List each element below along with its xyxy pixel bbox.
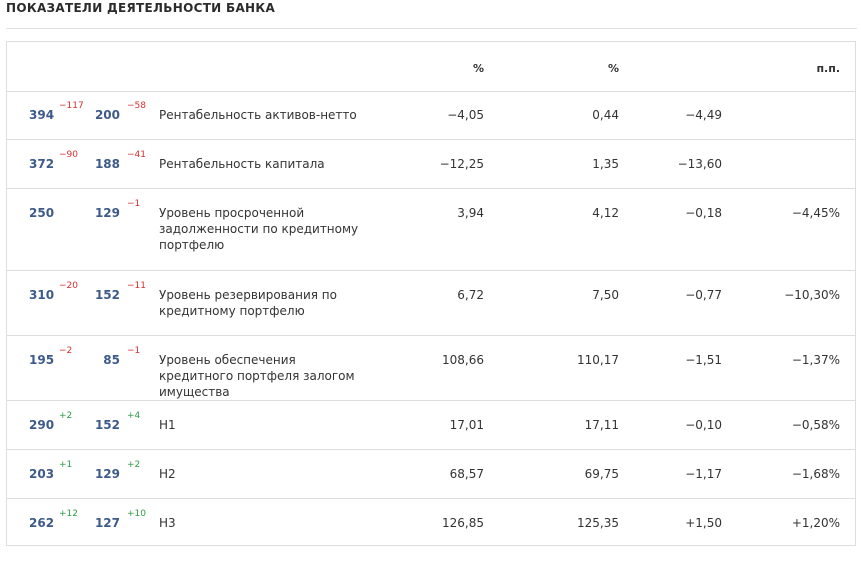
table-row: 250 129 −1 Уровень просроченной задолженнос… — [7, 189, 855, 271]
rank-group-change: −1 — [127, 346, 141, 356]
value-change: −0,10 — [685, 418, 722, 432]
indicators-table: % % п.п. 394 −117 200 −58 Рентабельность акт… — [6, 41, 856, 546]
value-change-percent: +1,20% — [791, 516, 840, 530]
value-current: 126,85 — [442, 516, 484, 530]
rank-group-change: −11 — [127, 281, 146, 291]
value-change: −1,17 — [685, 467, 722, 481]
rank-overall-change: +12 — [59, 509, 78, 519]
value-current: −4,05 — [447, 108, 484, 122]
rank-overall: 372 — [29, 157, 55, 171]
rank-overall-change: −20 — [59, 281, 78, 291]
rank-group-change: −41 — [127, 150, 146, 160]
table-header: % % п.п. — [7, 42, 855, 92]
indicator-name: Н2 — [159, 467, 176, 481]
indicator-name: Рентабельность активов-нетто — [159, 108, 357, 122]
value-current: 108,66 — [442, 353, 484, 367]
value-current: −12,25 — [439, 157, 484, 171]
rank-overall: 250 — [29, 206, 55, 220]
value-change: −0,77 — [685, 288, 722, 302]
title-divider — [6, 28, 857, 29]
rank-overall-change: +2 — [59, 411, 73, 421]
value-change-percent: −1,68% — [791, 467, 840, 481]
rank-group: 152 — [94, 418, 120, 432]
rank-overall-change: +1 — [59, 460, 73, 470]
indicator-name: Уровень обеспечения кредитного портфеля … — [159, 353, 355, 399]
value-previous: 1,35 — [592, 157, 619, 171]
value-previous: 17,11 — [584, 418, 619, 432]
value-change: +1,50 — [685, 516, 722, 530]
value-current: 6,72 — [457, 288, 484, 302]
table-row: 372 −90 188 −41 Рентабельность капитала −12,2… — [7, 140, 855, 189]
value-change-percent: −0,58% — [791, 418, 840, 432]
rank-group: 200 — [94, 108, 120, 122]
value-previous: 7,50 — [592, 288, 619, 302]
rank-overall: 195 — [29, 353, 55, 367]
rank-overall: 394 — [29, 108, 55, 122]
rank-group-change: +10 — [127, 509, 146, 519]
rank-group: 127 — [94, 516, 120, 530]
table-row: 394 −117 200 −58 Рентабельность активов-нетт… — [7, 91, 855, 140]
rank-group-change: −1 — [127, 199, 141, 209]
value-change-percent: −10,30% — [784, 288, 840, 302]
indicator-name: Н1 — [159, 418, 176, 432]
value-previous: 69,75 — [584, 467, 619, 481]
indicator-name: Уровень резервирования по кредитному пор… — [159, 288, 337, 318]
value-change: −13,60 — [677, 157, 722, 171]
rank-group: 129 — [94, 206, 120, 220]
header-pp: п.п. — [816, 62, 840, 75]
table-row: 262 +12 127 +10 Н3 126,85 125,35 +1,50 +1,20% — [7, 499, 855, 546]
value-previous: 125,35 — [577, 516, 619, 530]
indicator-name: Н3 — [159, 516, 176, 530]
value-change: −1,51 — [685, 353, 722, 367]
table-row: 195 −2 85 −1 Уровень обеспечения кредитного … — [7, 336, 855, 401]
value-current: 17,01 — [449, 418, 484, 432]
table-row: 310 −20 152 −11 Уровень резервирования по кр… — [7, 271, 855, 336]
rank-overall-change: −90 — [59, 150, 78, 160]
rank-overall: 262 — [29, 516, 55, 530]
value-previous: 0,44 — [592, 108, 619, 122]
header-current-percent: % — [472, 62, 484, 75]
indicator-name: Рентабельность капитала — [159, 157, 325, 171]
rank-group-change: −58 — [127, 101, 146, 111]
page-title: ПОКАЗАТЕЛИ ДЕЯТЕЛЬНОСТИ БАНКА — [6, 1, 276, 15]
value-change-percent: −4,45% — [791, 206, 840, 220]
value-change-percent: −1,37% — [791, 353, 840, 367]
rank-group: 129 — [94, 467, 120, 481]
rank-group: 152 — [94, 288, 120, 302]
rank-overall: 203 — [29, 467, 55, 481]
header-previous-percent: % — [607, 62, 619, 75]
value-current: 3,94 — [457, 206, 484, 220]
rank-group-change: +4 — [127, 411, 141, 421]
value-previous: 110,17 — [577, 353, 619, 367]
rank-group: 85 — [103, 353, 120, 367]
rank-overall: 310 — [29, 288, 55, 302]
rank-group-change: +2 — [127, 460, 141, 470]
value-current: 68,57 — [449, 467, 484, 481]
indicator-name: Уровень просроченной задолженности по кр… — [159, 206, 359, 252]
table-row: 203 +1 129 +2 Н2 68,57 69,75 −1,17 −1,68% — [7, 450, 855, 499]
rank-overall-change: −2 — [59, 346, 73, 356]
rank-group: 188 — [94, 157, 120, 171]
value-change: −0,18 — [685, 206, 722, 220]
rank-overall-change: −117 — [59, 101, 84, 111]
value-change: −4,49 — [685, 108, 722, 122]
value-previous: 4,12 — [592, 206, 619, 220]
rank-overall: 290 — [29, 418, 55, 432]
table-row: 290 +2 152 +4 Н1 17,01 17,11 −0,10 −0,58% — [7, 401, 855, 450]
